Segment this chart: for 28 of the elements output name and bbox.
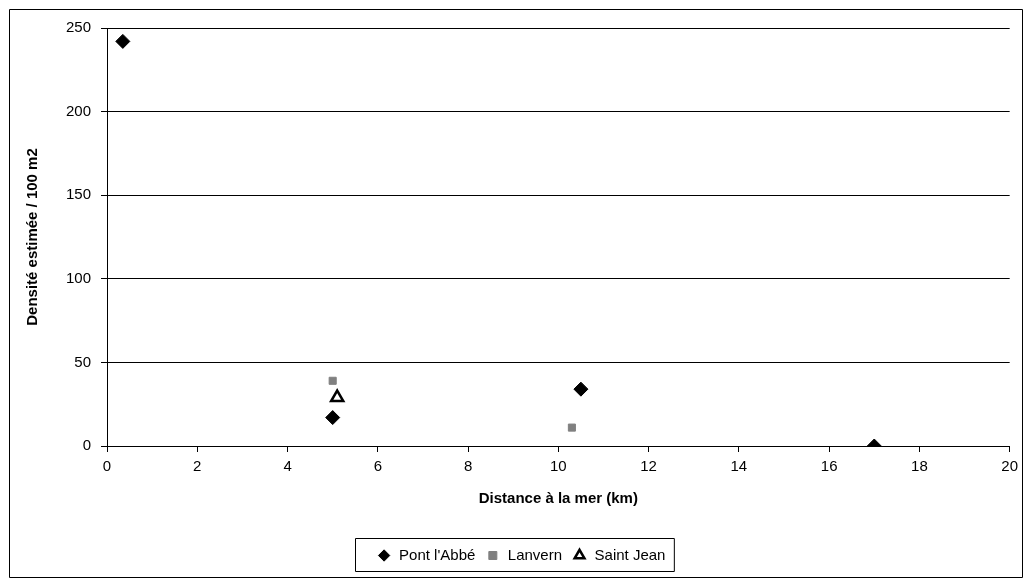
x-tick-label: 16	[820, 457, 838, 475]
point	[567, 423, 576, 432]
x-tick-label: 10	[550, 457, 567, 475]
point	[573, 381, 589, 397]
legend-label: Lanvern	[507, 545, 563, 563]
x-tick-label: 4	[283, 457, 292, 475]
y-tick-label: 250	[66, 18, 92, 36]
point	[329, 389, 345, 403]
x-tick-label: 6	[373, 457, 382, 475]
x-tick-label: 2	[193, 457, 202, 475]
x-tick-label: 20	[1001, 457, 1018, 475]
point	[115, 33, 131, 49]
x-tick-label: 18	[911, 457, 928, 475]
x-tick-label: 14	[730, 457, 748, 475]
y-tick-label: 100	[66, 268, 92, 286]
y-axis-title: Densité estimée / 100 m2	[23, 148, 41, 326]
x-axis-title: Distance à la mer (km)	[478, 489, 638, 507]
x-tick-label: 8	[463, 457, 473, 475]
point	[328, 376, 337, 385]
legend-label: Saint Jean	[594, 545, 666, 563]
y-tick-label: 0	[82, 436, 92, 454]
x-tick-label: 0	[102, 457, 112, 475]
x-tick-label: 12	[640, 457, 657, 475]
y-tick-label: 50	[74, 352, 92, 370]
point	[325, 410, 341, 426]
legend-label: Pont l'Abbé	[399, 545, 476, 563]
y-tick-label: 200	[66, 101, 92, 119]
y-tick-label: 150	[66, 185, 92, 203]
